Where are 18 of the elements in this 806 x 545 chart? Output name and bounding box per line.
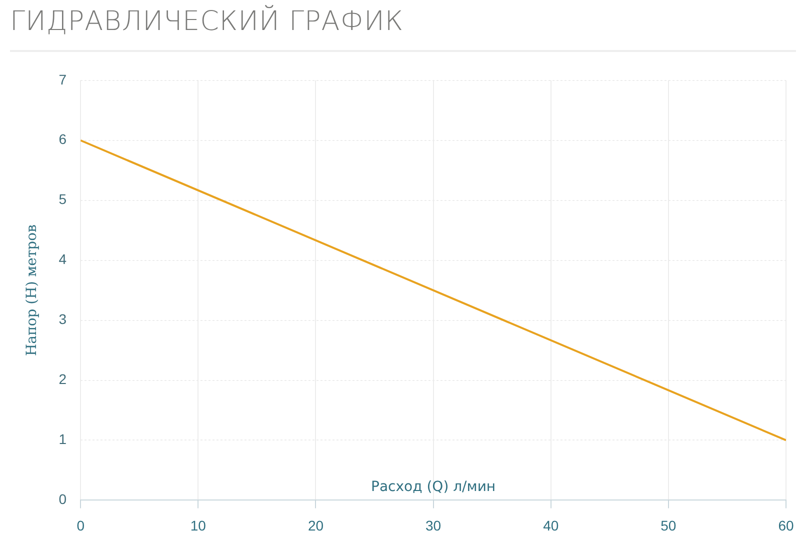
chart-title: ГИДРАВЛИЧЕСКИЙ ГРАФИК [10, 6, 404, 37]
y-axis-title: Напор (H) метров [24, 224, 40, 356]
y-tick-label: 6 [58, 131, 67, 148]
y-tick-label: 7 [58, 71, 67, 88]
x-tick-label: 0 [76, 517, 85, 534]
x-tick-label: 30 [426, 517, 442, 534]
y-tick-label: 0 [58, 491, 67, 508]
y-tick-label: 5 [58, 191, 67, 208]
x-axis-title: Расход (Q) л/мин [371, 478, 496, 495]
y-tick-label: 2 [58, 371, 67, 388]
x-tick-label: 10 [190, 517, 206, 534]
y-tick-label: 3 [58, 311, 67, 328]
x-tick-label: 50 [660, 517, 676, 534]
x-tick-label: 40 [543, 517, 559, 534]
x-tick-label: 20 [308, 517, 324, 534]
y-tick-label: 4 [58, 251, 67, 268]
y-tick-label: 1 [58, 431, 67, 448]
x-tick-label: 60 [778, 517, 794, 534]
